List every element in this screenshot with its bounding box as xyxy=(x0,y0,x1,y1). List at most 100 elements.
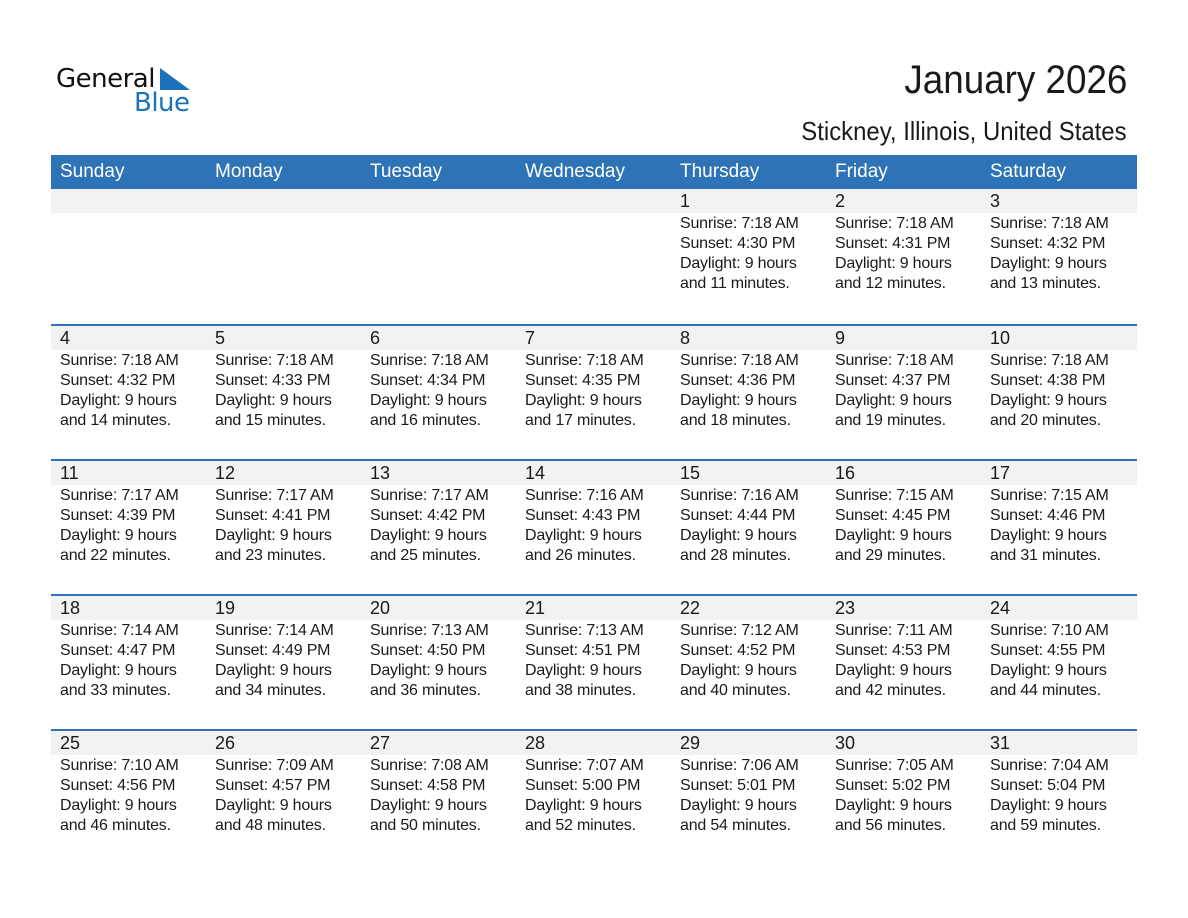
weekday-wednesday: Wednesday xyxy=(525,161,625,182)
day-cell: 3 Sunrise: 7:18 AM Sunset: 4:32 PM Daylight… xyxy=(981,189,1136,294)
minutes-text: and 54 minutes. xyxy=(680,817,791,834)
sunrise-text: Sunrise: 7:12 AM xyxy=(680,622,799,639)
day-number: 2 xyxy=(835,191,846,211)
sunrise-text: Sunrise: 7:14 AM xyxy=(60,622,179,639)
sunrise-text: Sunrise: 7:10 AM xyxy=(60,757,179,774)
sunrise-text: Sunrise: 7:18 AM xyxy=(835,352,954,369)
daylight-text: Daylight: 9 hours xyxy=(370,527,487,544)
empty-day-cell xyxy=(51,189,206,294)
daylight-text: Daylight: 9 hours xyxy=(680,527,797,544)
day-cell: 14 Sunrise: 7:16 AM Sunset: 4:43 PM Dayligh… xyxy=(516,461,671,566)
sunset-text: Sunset: 4:56 PM xyxy=(60,777,176,794)
minutes-text: and 42 minutes. xyxy=(835,682,946,699)
logo-word-general: General xyxy=(56,64,155,94)
weekday-sunday: Sunday xyxy=(60,161,125,182)
sunrise-text: Sunrise: 7:13 AM xyxy=(525,622,644,639)
minutes-text: and 46 minutes. xyxy=(60,817,171,834)
week-row: 1 Sunrise: 7:18 AM Sunset: 4:30 PM Daylight… xyxy=(51,189,1137,324)
minutes-text: and 17 minutes. xyxy=(525,412,636,429)
weekday-header: Sunday Monday Tuesday Wednesday Thursday Frid… xyxy=(51,155,1137,189)
minutes-text: and 36 minutes. xyxy=(370,682,481,699)
day-cell: 23 Sunrise: 7:11 AM Sunset: 4:53 PM Dayligh… xyxy=(826,596,981,701)
sunset-text: Sunset: 4:41 PM xyxy=(215,507,331,524)
sunset-text: Sunset: 5:02 PM xyxy=(835,777,951,794)
day-number: 13 xyxy=(370,463,391,483)
day-cell: 21 Sunrise: 7:13 AM Sunset: 4:51 PM Dayligh… xyxy=(516,596,671,701)
day-number: 25 xyxy=(60,733,81,753)
minutes-text: and 44 minutes. xyxy=(990,682,1101,699)
day-number: 27 xyxy=(370,733,391,753)
minutes-text: and 15 minutes. xyxy=(215,412,326,429)
day-number: 16 xyxy=(835,463,856,483)
sunset-text: Sunset: 4:39 PM xyxy=(60,507,176,524)
minutes-text: and 19 minutes. xyxy=(835,412,946,429)
minutes-text: and 20 minutes. xyxy=(990,412,1101,429)
daylight-text: Daylight: 9 hours xyxy=(60,527,177,544)
sunrise-text: Sunrise: 7:17 AM xyxy=(370,487,489,504)
day-number: 28 xyxy=(525,733,546,753)
day-cell: 19 Sunrise: 7:14 AM Sunset: 4:49 PM Dayligh… xyxy=(206,596,361,701)
day-cell: 31 Sunrise: 7:04 AM Sunset: 5:04 PM Dayligh… xyxy=(981,731,1136,836)
daylight-text: Daylight: 9 hours xyxy=(680,255,797,272)
minutes-text: and 59 minutes. xyxy=(990,817,1101,834)
sunset-text: Sunset: 4:34 PM xyxy=(370,372,486,389)
day-cell: 24 Sunrise: 7:10 AM Sunset: 4:55 PM Dayligh… xyxy=(981,596,1136,701)
day-number: 9 xyxy=(835,328,846,348)
daylight-text: Daylight: 9 hours xyxy=(370,392,487,409)
day-number: 19 xyxy=(215,598,236,618)
day-number: 12 xyxy=(215,463,236,483)
sunset-text: Sunset: 4:44 PM xyxy=(680,507,796,524)
minutes-text: and 33 minutes. xyxy=(60,682,171,699)
daylight-text: Daylight: 9 hours xyxy=(835,662,952,679)
day-number: 7 xyxy=(525,328,536,348)
sunrise-text: Sunrise: 7:15 AM xyxy=(990,487,1109,504)
week-row: 11 Sunrise: 7:17 AM Sunset: 4:39 PM Dayligh… xyxy=(51,459,1137,594)
daylight-text: Daylight: 9 hours xyxy=(215,662,332,679)
day-cell: 29 Sunrise: 7:06 AM Sunset: 5:01 PM Dayligh… xyxy=(671,731,826,836)
minutes-text: and 48 minutes. xyxy=(215,817,326,834)
date-band xyxy=(51,731,1137,755)
day-number: 1 xyxy=(680,191,691,211)
minutes-text: and 18 minutes. xyxy=(680,412,791,429)
minutes-text: and 40 minutes. xyxy=(680,682,791,699)
sunset-text: Sunset: 4:55 PM xyxy=(990,642,1106,659)
sunset-text: Sunset: 4:52 PM xyxy=(680,642,796,659)
week-row: 4 Sunrise: 7:18 AM Sunset: 4:32 PM Daylight… xyxy=(51,324,1137,459)
minutes-text: and 34 minutes. xyxy=(215,682,326,699)
day-cell: 2 Sunrise: 7:18 AM Sunset: 4:31 PM Daylight… xyxy=(826,189,981,294)
sunrise-text: Sunrise: 7:17 AM xyxy=(215,487,334,504)
day-number: 30 xyxy=(835,733,856,753)
day-number: 26 xyxy=(215,733,236,753)
minutes-text: and 31 minutes. xyxy=(990,547,1101,564)
day-cell: 13 Sunrise: 7:17 AM Sunset: 4:42 PM Dayligh… xyxy=(361,461,516,566)
day-number: 11 xyxy=(60,463,79,483)
daylight-text: Daylight: 9 hours xyxy=(835,392,952,409)
sunset-text: Sunset: 5:00 PM xyxy=(525,777,641,794)
day-cell: 6 Sunrise: 7:18 AM Sunset: 4:34 PM Daylight… xyxy=(361,326,516,431)
sunset-text: Sunset: 4:32 PM xyxy=(990,235,1106,252)
daylight-text: Daylight: 9 hours xyxy=(525,662,642,679)
sunrise-text: Sunrise: 7:17 AM xyxy=(60,487,179,504)
day-cell: 9 Sunrise: 7:18 AM Sunset: 4:37 PM Daylight… xyxy=(826,326,981,431)
day-number: 31 xyxy=(990,733,1011,753)
week-row: 18 Sunrise: 7:14 AM Sunset: 4:47 PM Dayligh… xyxy=(51,594,1137,729)
minutes-text: and 52 minutes. xyxy=(525,817,636,834)
sunrise-text: Sunrise: 7:18 AM xyxy=(215,352,334,369)
day-cell: 10 Sunrise: 7:18 AM Sunset: 4:38 PM Dayligh… xyxy=(981,326,1136,431)
sunset-text: Sunset: 4:35 PM xyxy=(525,372,641,389)
weekday-friday: Friday xyxy=(835,161,888,182)
minutes-text: and 29 minutes. xyxy=(835,547,946,564)
day-cell: 30 Sunrise: 7:05 AM Sunset: 5:02 PM Dayligh… xyxy=(826,731,981,836)
sunset-text: Sunset: 4:58 PM xyxy=(370,777,486,794)
sunset-text: Sunset: 4:46 PM xyxy=(990,507,1106,524)
minutes-text: and 11 minutes. xyxy=(680,275,790,292)
day-cell: 27 Sunrise: 7:08 AM Sunset: 4:58 PM Dayligh… xyxy=(361,731,516,836)
daylight-text: Daylight: 9 hours xyxy=(525,527,642,544)
sunrise-text: Sunrise: 7:14 AM xyxy=(215,622,334,639)
sunset-text: Sunset: 4:31 PM xyxy=(835,235,951,252)
daylight-text: Daylight: 9 hours xyxy=(835,797,952,814)
daylight-text: Daylight: 9 hours xyxy=(60,797,177,814)
sunrise-text: Sunrise: 7:18 AM xyxy=(680,215,799,232)
daylight-text: Daylight: 9 hours xyxy=(60,392,177,409)
daylight-text: Daylight: 9 hours xyxy=(990,662,1107,679)
